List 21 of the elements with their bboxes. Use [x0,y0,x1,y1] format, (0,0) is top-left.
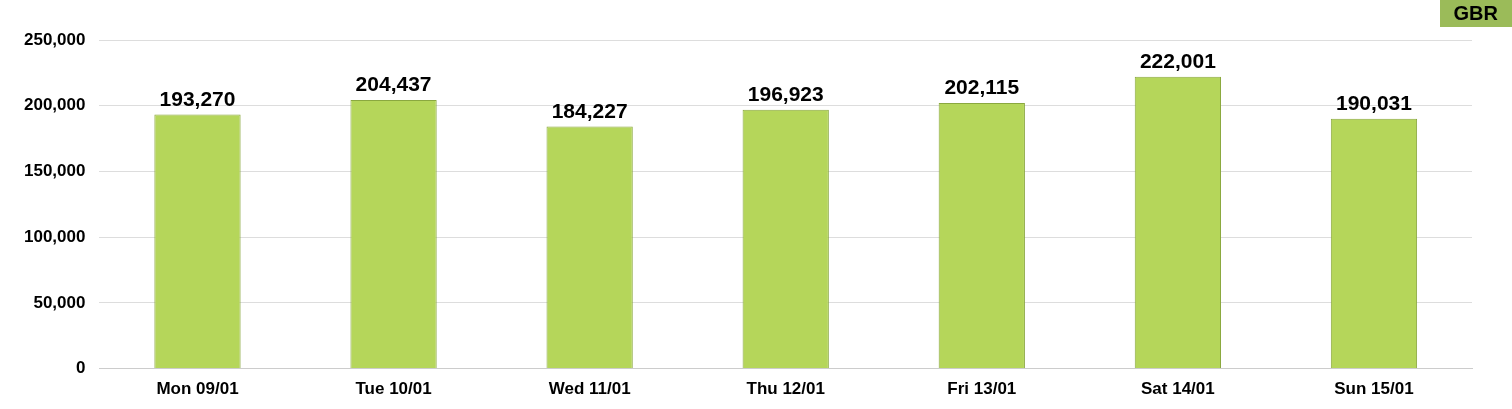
data-label: 196,923 [747,82,824,106]
y-tick-label: 200,000 [24,95,86,115]
x-tick-label: Tue 10/01 [355,379,432,399]
data-label: 202,115 [944,75,1020,99]
data-label: 204,437 [355,72,432,96]
y-tick-label: 100,000 [24,226,86,246]
y-tick-label: 150,000 [24,161,86,181]
data-label: 193,270 [159,86,236,110]
x-tick-label: Wed 11/01 [548,379,631,399]
x-tick-label: Mon 09/01 [156,379,239,399]
x-tick-label: Sat 14/01 [1141,379,1215,399]
data-label: 190,031 [1336,91,1413,115]
data-label: 184,227 [551,98,628,122]
y-tick-label: 250,000 [24,29,86,49]
x-tick-label: Fri 13/01 [947,379,1017,399]
y-tick-label: 0 [75,358,86,378]
x-tick-label: Sun 15/01 [1334,379,1414,399]
data-label: 222,001 [1139,49,1217,73]
text: GBR [1439,0,1512,27]
y-tick-label: 50,000 [33,292,86,312]
x-tick-label: Thu 12/01 [746,379,825,399]
